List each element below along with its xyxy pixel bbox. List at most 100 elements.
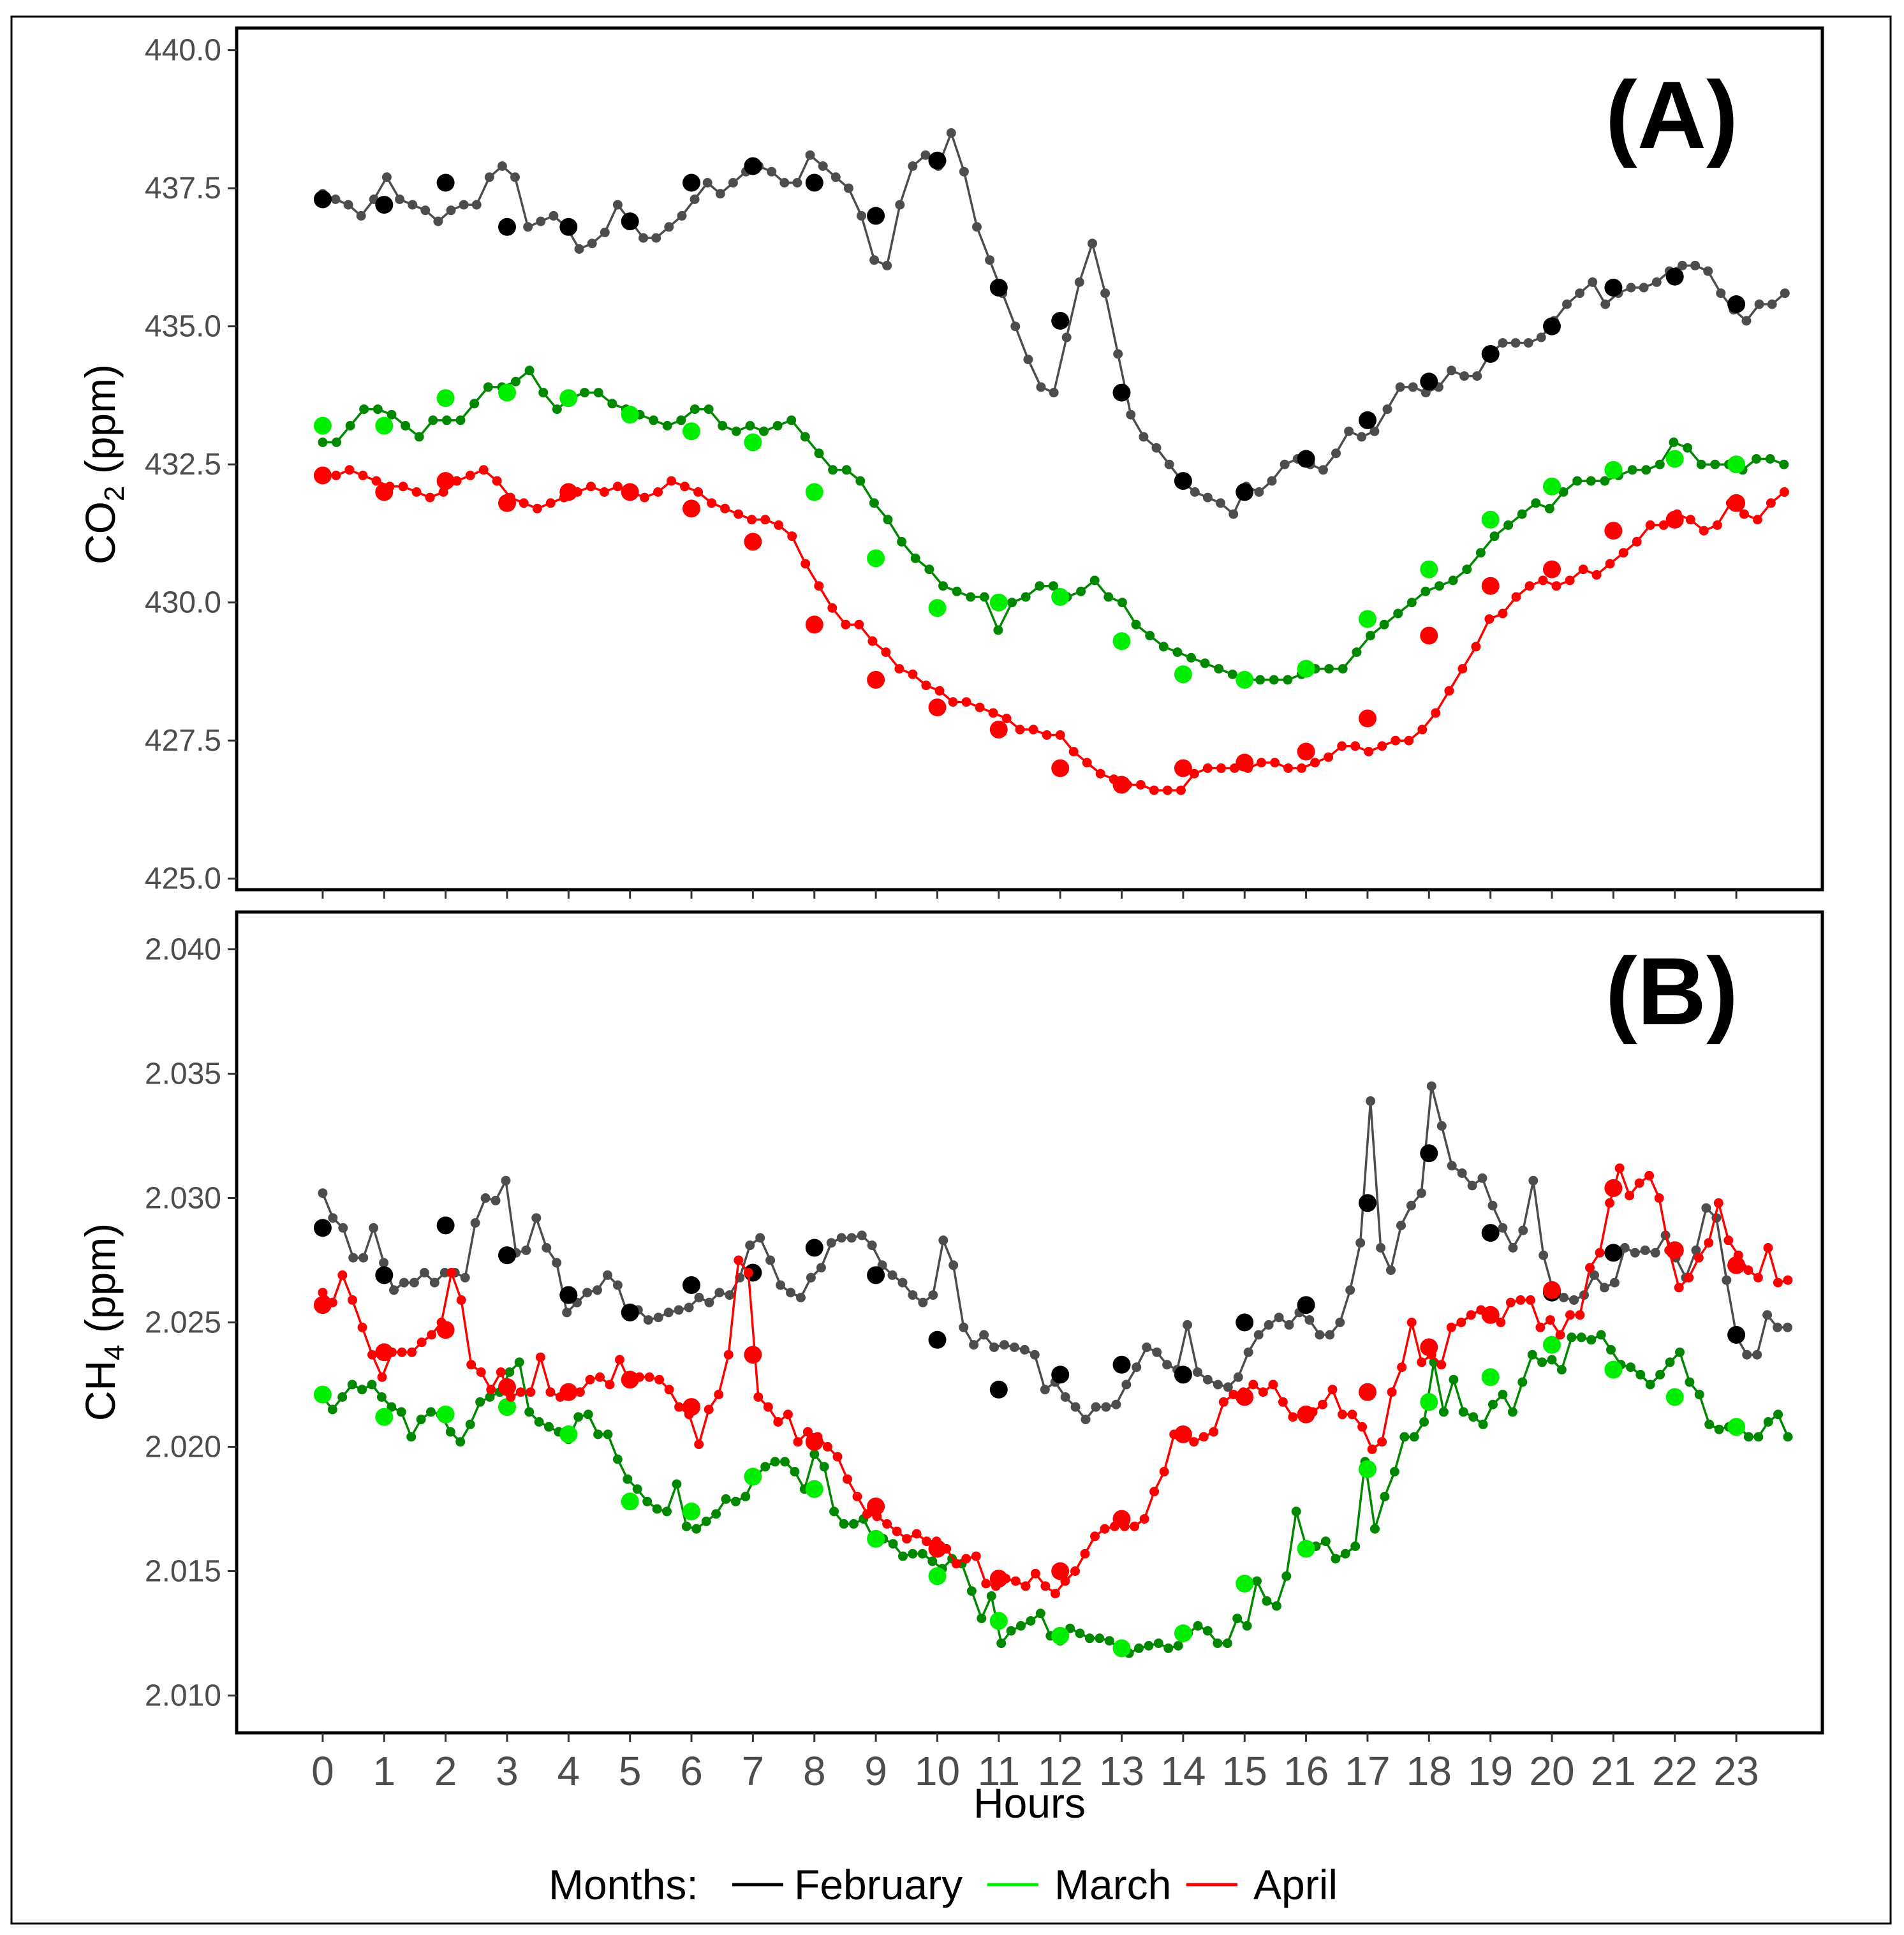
panel-b-february-point <box>1620 1243 1630 1253</box>
panel-b-april-point <box>892 1526 902 1536</box>
panel-b-april-point <box>1516 1295 1526 1305</box>
panel-a-march-hourly-point <box>436 389 455 408</box>
panel-b-february-point <box>1773 1322 1783 1332</box>
panel-a-april-point <box>344 465 355 475</box>
panel-a-february-point <box>1575 288 1585 298</box>
panel-a-april-point <box>653 487 663 497</box>
panel-a-march-point <box>1035 581 1045 591</box>
panel-a-march-hourly-point <box>1543 477 1561 496</box>
panel-b-february-point <box>1091 1402 1101 1412</box>
panel-a-february-hourly-point <box>744 157 762 175</box>
panel-a-april-point <box>612 482 623 492</box>
panel-b-march-point <box>593 1429 603 1439</box>
panel-a-march-point <box>1710 459 1720 469</box>
panel-b-april-point <box>1575 1310 1585 1320</box>
panel-b-march-point <box>1645 1380 1655 1390</box>
panel-a-february-point <box>1100 288 1111 298</box>
panel-b-february-hourly-point <box>1420 1144 1438 1163</box>
panel-b-april-point <box>1713 1198 1723 1208</box>
panel-b-march-point <box>1144 1641 1154 1651</box>
panel-b-february-point <box>1416 1188 1426 1198</box>
panel-a-march-point <box>1352 647 1362 658</box>
panel-b-april-point <box>1625 1191 1635 1201</box>
panel-b-march-point <box>1606 1344 1616 1355</box>
panel-a-series <box>313 128 1790 795</box>
panel-b-april-point <box>615 1355 624 1365</box>
panel-b-april-point <box>1010 1576 1021 1586</box>
panel-b-march-point <box>1153 1638 1163 1649</box>
panel-a-april-point <box>988 708 998 718</box>
panel-b-march-point <box>1753 1432 1764 1442</box>
panel-a-april-hourly-point <box>1359 709 1376 728</box>
panel-b-y-tick-label: 2.020 <box>145 1431 221 1464</box>
panel-b-april-point <box>1050 1589 1060 1599</box>
panel-b-march-point <box>1193 1621 1203 1631</box>
panel-a-february-point <box>471 200 482 210</box>
panel-a-february-point <box>792 178 802 188</box>
panel-b-february-point <box>328 1213 338 1223</box>
panel-b-march-point <box>1232 1614 1243 1624</box>
panel-a-y-tick-label: 430.0 <box>145 586 221 620</box>
panel-b-february-point <box>1202 1374 1213 1385</box>
panel-a-march-point <box>401 421 411 430</box>
panel-b-april-point <box>1209 1427 1219 1437</box>
panel-b-march-hourly-point <box>559 1425 578 1443</box>
panel-b-march-point <box>790 1467 800 1476</box>
panel-a-march-point <box>1366 631 1375 641</box>
panel-a-april-point <box>1658 520 1669 530</box>
panel-b-march-point <box>1035 1608 1045 1619</box>
panel-a-february-point <box>497 161 507 171</box>
panel-b-april-point <box>1318 1399 1327 1409</box>
panel-a-march-point <box>1393 608 1403 619</box>
panel-b-x-tick-label: 10 <box>915 1748 960 1794</box>
panel-b-march-hourly-point <box>1727 1418 1746 1436</box>
panel-a-february-point <box>1318 465 1328 475</box>
panel-b-february-hourly-point <box>1481 1224 1500 1242</box>
panel-a-april-point <box>908 669 918 679</box>
panel-b-february-point <box>969 1340 979 1350</box>
panel-b-april-point <box>753 1392 764 1402</box>
panel-b-march-hourly-point <box>313 1385 332 1404</box>
panel-a-march-point <box>580 388 589 398</box>
panel-b-april-point <box>1704 1238 1714 1248</box>
panel-b-april-point <box>545 1387 556 1397</box>
panel-a-march-point <box>607 399 617 409</box>
panel-a-march-hourly-point <box>805 483 823 501</box>
panel-a-march-point <box>538 388 549 398</box>
panel-b-february-point <box>1630 1247 1640 1258</box>
panel-a-february-point <box>395 195 405 204</box>
panel-b-april-point <box>397 1347 407 1357</box>
panel-a-april-point <box>961 697 971 707</box>
panel-b-february-point <box>1264 1320 1274 1330</box>
panel-a-february-point <box>1202 492 1213 503</box>
panel-a-march-point <box>966 592 976 602</box>
panel-b-march-point <box>1675 1347 1685 1357</box>
panel-b-march-point <box>632 1484 642 1494</box>
panel-b-march-point <box>1104 1636 1114 1646</box>
panel-a-april-point <box>1176 785 1186 795</box>
panel-b-march-point <box>888 1539 898 1549</box>
panel-a-y-tick-label: 432.5 <box>145 448 221 482</box>
panel-b-march-point <box>1281 1571 1292 1581</box>
panel-a-february-hourly-point <box>989 279 1008 297</box>
panel-b-february-point <box>928 1290 938 1300</box>
panel-a-march-point <box>1765 454 1775 464</box>
panel-a-february-point <box>1562 299 1572 309</box>
panel-b-march-hourly-point <box>1481 1368 1500 1387</box>
panel-b-march-point <box>1350 1541 1361 1551</box>
panel-b-april-hourly-point <box>1174 1425 1192 1443</box>
panel-a-february-point <box>1382 404 1392 415</box>
panel-b-march-point <box>465 1419 475 1429</box>
panel-b-x-tick-label: 18 <box>1406 1748 1452 1794</box>
panel-b-april-point <box>922 1536 932 1547</box>
panel-b-march-point <box>387 1402 397 1412</box>
panel-b-february-point <box>684 1302 694 1313</box>
panel-a-february-point <box>1049 388 1059 398</box>
panel-b-april-point <box>674 1402 684 1412</box>
panel-b-april-point <box>1555 1330 1565 1340</box>
panel-b-march-point <box>721 1494 731 1504</box>
panel-a-february-point <box>985 255 995 265</box>
panel-a-april-point <box>1551 581 1561 591</box>
panel-b-april-hourly-point <box>744 1346 762 1364</box>
panel-a-february-hourly-point <box>1359 411 1376 429</box>
